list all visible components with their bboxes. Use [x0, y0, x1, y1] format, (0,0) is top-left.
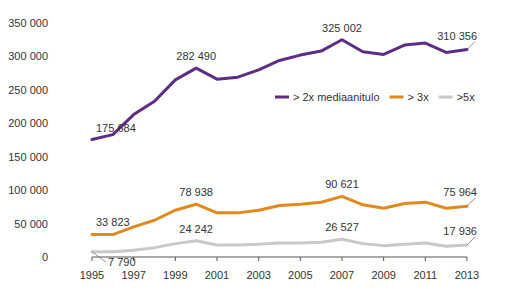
y-tick	[88, 89, 91, 90]
legend-swatch	[390, 96, 404, 99]
x-tick-label: 2009	[371, 269, 395, 281]
data-labels: 175 684 282 490 325 002 310 356 33 823 78 938…	[92, 22, 477, 268]
series-line	[92, 196, 467, 234]
data-label: 282 490	[176, 50, 216, 62]
y-tick-label: 150 000	[8, 151, 48, 163]
y-tick	[88, 257, 91, 258]
x-tick	[175, 257, 176, 261]
y-tick	[88, 156, 91, 157]
x-tick-label: 1997	[121, 269, 145, 281]
legend-label: >5x	[457, 91, 476, 103]
x-tick	[467, 257, 468, 261]
x-tick	[258, 257, 259, 261]
data-label: 325 002	[322, 22, 362, 34]
label-leader	[92, 252, 106, 262]
chart: 0 50 000 100 000 150 000 200 000 250 000 300 0…	[0, 0, 510, 295]
y-tick	[88, 23, 91, 24]
y-tick-label: 50 000	[14, 218, 48, 230]
lines	[92, 40, 467, 252]
series-line	[92, 40, 467, 140]
data-label: 175 684	[96, 122, 136, 134]
series-line	[92, 239, 467, 252]
legend-label: > 3x	[408, 91, 430, 103]
x-tick	[383, 257, 384, 261]
label-leader	[467, 198, 475, 206]
x-tick-label: 1995	[80, 269, 104, 281]
data-label: 310 356	[437, 30, 477, 42]
legend-label: > 2x mediaanitulo	[293, 91, 380, 103]
y-tick-label: 250 000	[8, 84, 48, 96]
data-label: 26 527	[325, 221, 359, 233]
y-tick	[88, 223, 91, 224]
x-tick-label: 2005	[288, 269, 312, 281]
label-leader	[467, 42, 475, 50]
data-label: 75 964	[443, 186, 477, 198]
x-tick-label: 2007	[330, 269, 354, 281]
y-tick	[88, 190, 91, 191]
data-label: 24 242	[179, 223, 213, 235]
data-label: 17 936	[443, 225, 477, 237]
x-tick	[342, 257, 343, 261]
y-tick-label: 200 000	[8, 117, 48, 129]
x-tick-label: 2003	[246, 269, 270, 281]
y-tick-label: 350 000	[8, 17, 48, 29]
x-tick	[217, 257, 218, 261]
legend: > 2x mediaanitulo > 3x >5x	[275, 91, 475, 103]
legend-swatch	[439, 96, 453, 99]
y-tick-label: 0	[42, 251, 48, 263]
x-axis-line	[92, 257, 467, 258]
y-tick	[88, 56, 91, 57]
y-tick-label: 100 000	[8, 184, 48, 196]
y-tick-label: 300 000	[8, 50, 48, 62]
x-tick	[300, 257, 301, 261]
x-tick-label: 2001	[205, 269, 229, 281]
x-tick	[425, 257, 426, 261]
x-tick-label: 2011	[414, 269, 438, 281]
legend-swatch	[275, 96, 289, 99]
y-tick	[88, 123, 91, 124]
x-tick-label: 2013	[455, 269, 479, 281]
data-label: 33 823	[96, 216, 130, 228]
x-tick	[92, 257, 93, 261]
data-label: 78 938	[179, 186, 213, 198]
label-leader	[467, 237, 475, 245]
data-label: 7 790	[108, 256, 136, 268]
data-label: 90 621	[325, 178, 359, 190]
x-tick-label: 1999	[163, 269, 187, 281]
